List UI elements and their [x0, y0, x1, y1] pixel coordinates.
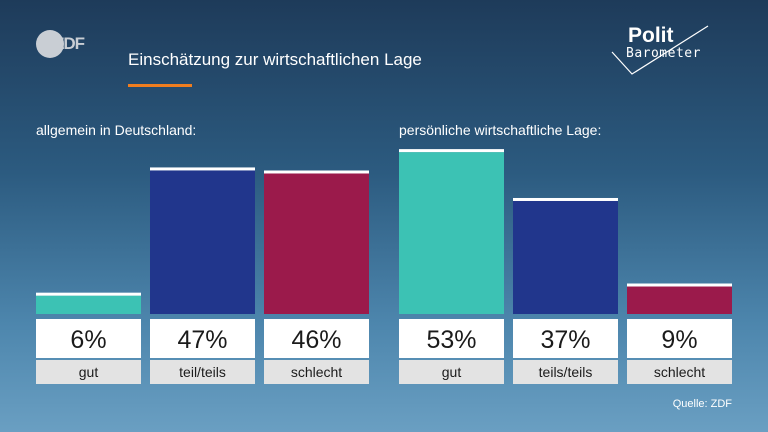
- value-box: [399, 319, 504, 358]
- category-label: teil/teils: [179, 364, 226, 380]
- value-box: [264, 319, 369, 358]
- category-label: schlecht: [654, 364, 705, 380]
- category-box: [264, 360, 369, 384]
- zdf-logo-circle: [36, 30, 64, 58]
- category-box: [627, 360, 732, 384]
- value-label: 53%: [426, 326, 476, 354]
- bar: [36, 295, 141, 314]
- page-title: Einschätzung zur wirtschaftlichen Lage: [128, 50, 422, 69]
- category-label: schlecht: [291, 364, 342, 380]
- category-label: gut: [442, 364, 462, 380]
- category-box: [150, 360, 255, 384]
- bar: [627, 286, 732, 314]
- bar: [264, 173, 369, 314]
- bar-top-line: [399, 149, 504, 153]
- bar-top-line: [513, 197, 618, 201]
- title-underline: [128, 84, 192, 87]
- bar: [399, 152, 504, 314]
- source-label: Quelle: ZDF: [672, 398, 732, 410]
- zdf-logo-text: ZDF: [54, 34, 85, 53]
- value-label: 37%: [540, 326, 590, 354]
- category-label: gut: [79, 364, 99, 380]
- category-box: [36, 360, 141, 384]
- brand-barometer: Barometer: [626, 46, 701, 61]
- value-box: [513, 319, 618, 358]
- value-label: 47%: [177, 326, 227, 354]
- bar-top-line: [150, 167, 255, 171]
- brand-polit: Polit: [628, 24, 674, 47]
- bar-top-line: [264, 170, 369, 174]
- bar-top-line: [36, 292, 141, 296]
- value-label: 6%: [70, 326, 106, 354]
- bar: [150, 170, 255, 314]
- value-label: 9%: [661, 326, 697, 354]
- category-label: teils/teils: [539, 364, 593, 380]
- bar: [513, 200, 618, 314]
- group-label-personal: persönliche wirtschaftliche Lage:: [399, 122, 602, 138]
- politbarometer-logo: Polit Barometer: [610, 22, 720, 77]
- group-label-general: allgemein in Deutschland:: [36, 122, 197, 138]
- category-box: [513, 360, 618, 384]
- value-box: [150, 319, 255, 358]
- bar-top-line: [627, 283, 732, 287]
- politbarometer-check-icon: [611, 25, 709, 75]
- value-box: [627, 319, 732, 358]
- category-box: [399, 360, 504, 384]
- value-label: 46%: [291, 326, 341, 354]
- value-box: [36, 319, 141, 358]
